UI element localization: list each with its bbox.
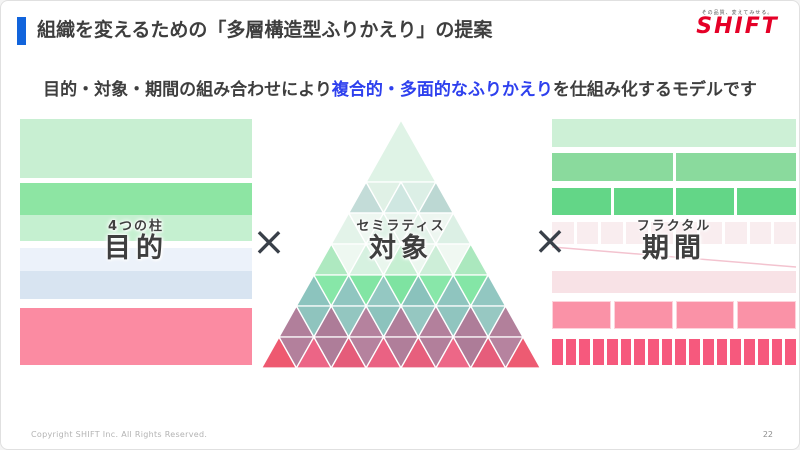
period-cell: [565, 339, 577, 365]
period-cell: [552, 153, 673, 181]
title-accent-bar: [17, 17, 26, 45]
period-cell: [744, 339, 755, 365]
target-sub-label: セミラティス: [356, 219, 446, 234]
period-cell: [606, 339, 618, 365]
logo-brand: SHIFT: [696, 14, 779, 39]
period-cell: [552, 271, 796, 293]
period-cell: [785, 339, 796, 365]
subtitle-pre: 目的・対象・期間の組み合わせにより: [43, 80, 332, 100]
purpose-band: [20, 271, 252, 299]
period-cell: [675, 153, 796, 181]
period-row: [552, 271, 796, 293]
shift-logo: その品質、変えてみせる。 SHIFT: [690, 9, 785, 38]
purpose-band: [20, 308, 252, 365]
period-cell: [689, 339, 700, 365]
period-cell: [620, 339, 632, 365]
period-cell: [675, 339, 687, 365]
period-cell: [675, 301, 735, 329]
period-label-group: フラクタル 期間: [574, 219, 774, 263]
period-main-label: 期間: [642, 232, 706, 264]
target-main-label: 対象: [369, 232, 433, 264]
purpose-main-label: 目的: [104, 232, 168, 264]
period-cell: [771, 339, 783, 365]
period-cell: [613, 188, 673, 215]
period-row: [552, 119, 796, 147]
period-cell: [757, 339, 769, 365]
period-cell: [716, 339, 728, 365]
period-cell: [675, 188, 735, 215]
period-cell: [579, 339, 591, 365]
period-cell: [648, 339, 659, 365]
triangle-cell: [365, 119, 437, 183]
period-row: [552, 153, 796, 181]
period-cell: [730, 339, 742, 365]
purpose-band: [20, 119, 252, 178]
period-cell: [593, 339, 604, 365]
period-cell: [552, 119, 796, 147]
target-label-group: セミラティス 対象: [301, 219, 501, 263]
purpose-label-group: 4つの柱 目的: [36, 219, 236, 263]
purpose-band: [20, 183, 252, 215]
logo-tagline: その品質、変えてみせる。: [701, 10, 774, 16]
multiply-sign-2: ×: [533, 218, 567, 264]
period-cell: [774, 222, 797, 244]
footer-copyright: Copyright SHIFT Inc. All Rights Reserved…: [31, 430, 208, 439]
period-cell: [737, 188, 796, 215]
page-number: 22: [762, 430, 773, 439]
period-cell: [552, 339, 563, 365]
period-row: [552, 301, 796, 329]
subtitle-highlight: 複合的・多面的なふりかえり: [331, 80, 553, 100]
page-title: 組織を変えるための「多層構造型ふりかえり」の提案: [37, 19, 493, 41]
period-cell: [702, 339, 714, 365]
period-row: [552, 339, 796, 365]
period-cell: [613, 301, 673, 329]
period-cell: [552, 301, 611, 329]
period-cell: [634, 339, 646, 365]
period-cell: [737, 301, 796, 329]
subtitle: 目的・対象・期間の組み合わせにより複合的・多面的なふりかえりを仕組み化するモデル…: [1, 75, 799, 100]
triangle-cell: [504, 336, 542, 369]
period-cell: [552, 188, 611, 215]
period-cell: [661, 339, 673, 365]
multiply-sign-1: ×: [252, 219, 286, 265]
subtitle-post: を仕組み化するモデルです: [552, 80, 757, 100]
target-triangle: [260, 119, 542, 369]
period-row: [552, 188, 796, 215]
